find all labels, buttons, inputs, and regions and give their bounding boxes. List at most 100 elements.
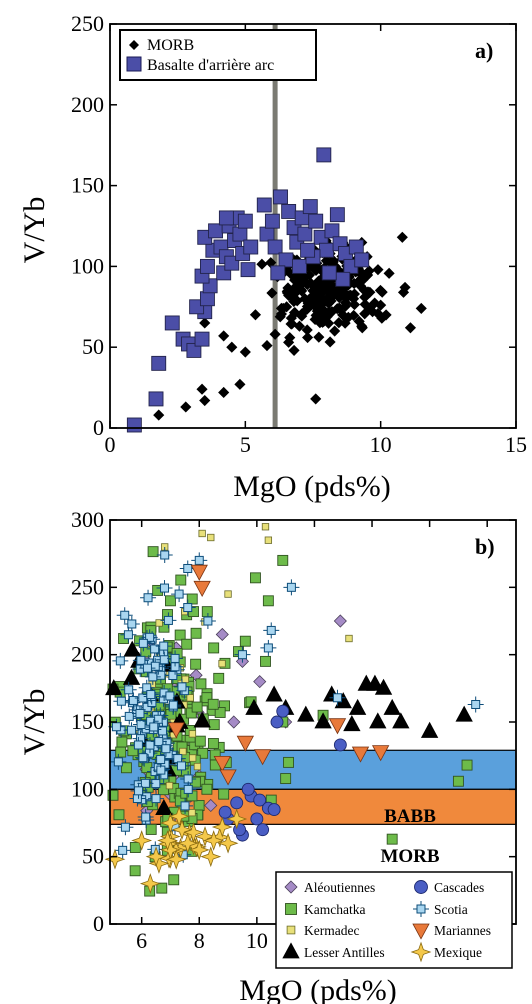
point-morb — [359, 298, 371, 310]
point-mariannes — [190, 564, 208, 581]
point-morb — [355, 280, 367, 292]
point-scotia — [113, 693, 130, 710]
point-mexique — [217, 832, 239, 854]
point-morb — [348, 309, 360, 322]
point-basalte-d-arriere-arc — [264, 213, 280, 229]
point-morb — [333, 317, 345, 329]
y-tick-label: 50 — [82, 334, 104, 359]
legend-marker-cascades — [414, 880, 428, 894]
point-morb — [291, 280, 303, 292]
point-kamchatka — [214, 707, 226, 718]
point-mexique — [188, 839, 210, 861]
point-scotia — [142, 686, 159, 703]
panel-a-legend: MORB Basalte d'arrière arc — [119, 29, 317, 81]
legend-label-mariannes: Mariannes — [434, 923, 491, 938]
legend-marker-lesser-antilles — [282, 942, 300, 959]
y-tick-label: 200 — [71, 642, 104, 667]
point-mexique — [200, 846, 222, 868]
point-lesser-antilles — [314, 712, 332, 729]
point-morb — [218, 330, 230, 342]
point-kamchatka — [190, 627, 202, 639]
point-kamchatka — [195, 678, 207, 690]
point-kamchatka — [209, 749, 221, 761]
point-lesser-antilles — [392, 712, 410, 729]
legend-label-lesser-antilles: Lesser Antilles — [304, 945, 385, 960]
point-basalte-d-arriere-arc — [308, 213, 324, 229]
point-basalte-d-arriere-arc — [259, 226, 275, 242]
point-morb — [199, 317, 211, 329]
point-morb — [283, 336, 295, 348]
point-morb — [396, 231, 408, 243]
legend-marker-mexique — [410, 941, 432, 963]
point-morb — [337, 309, 349, 321]
legend-marker-mariannes — [412, 923, 430, 940]
point-scotia — [177, 797, 194, 814]
point-scotia — [130, 736, 147, 753]
point-basalte-d-arriere-arc — [324, 223, 340, 239]
point-kamchatka — [129, 865, 141, 877]
point-scotia — [467, 696, 484, 713]
point-lesser-antilles — [123, 640, 141, 657]
point-morb — [285, 312, 297, 324]
point-morb — [348, 293, 360, 305]
point-mexique — [226, 808, 248, 830]
band-label-babb: BABB — [384, 806, 436, 827]
series-cascades — [218, 704, 347, 842]
legend-marker-kermadec — [286, 925, 296, 935]
x-tick-label: 15 — [505, 432, 527, 457]
x-tick-label: 6 — [136, 928, 147, 953]
point-basalte-d-arriere-arc — [240, 262, 256, 278]
point-basalte-d-arriere-arc — [292, 258, 307, 274]
legend-marker-morb — [129, 40, 139, 50]
point-kermadec — [261, 523, 270, 531]
point-scotia — [135, 635, 152, 652]
point-kamchatka — [239, 635, 251, 647]
point-scotia — [329, 689, 346, 706]
point-cascades — [241, 782, 255, 796]
point-basalte-d-arriere-arc — [354, 252, 370, 268]
point-kermadec — [264, 536, 273, 544]
point-kermadec — [165, 781, 174, 790]
point-morb — [285, 318, 297, 330]
point-basalte-d-arriere-arc — [194, 331, 210, 347]
legend-label-kamchatka: Kamchatka — [304, 902, 365, 917]
point-scotia — [114, 842, 131, 859]
series-scotia — [108, 547, 484, 863]
point-kermadec — [155, 619, 163, 627]
point-scotia — [179, 599, 196, 616]
point-kamchatka — [386, 833, 398, 845]
x-tick-label: 5 — [240, 432, 251, 457]
point-kamchatka — [260, 655, 271, 667]
point-basalte-d-arriere-arc — [164, 315, 180, 331]
point-kamchatka — [461, 759, 473, 771]
y-tick-label: 150 — [71, 709, 104, 734]
legend-label-kermadec: Kermadec — [304, 923, 359, 938]
point-morb — [199, 394, 211, 407]
point-lesser-antilles — [265, 685, 283, 702]
point-cascades — [253, 793, 267, 807]
point-kamchatka — [113, 809, 125, 821]
point-morb — [313, 298, 325, 310]
point-lesser-antilles — [366, 674, 384, 691]
point-kamchatka — [280, 773, 292, 785]
point-mexique — [145, 846, 167, 868]
point-kamchatka — [174, 629, 186, 641]
legend-label-mexique: Mexique — [434, 945, 482, 960]
point-scotia — [116, 607, 133, 624]
y-tick-label: 150 — [71, 173, 104, 198]
point-kamchatka — [168, 874, 180, 886]
point-scotia — [152, 751, 169, 768]
point-scotia — [110, 753, 127, 770]
series-mariannes — [167, 564, 390, 786]
point-scotia — [173, 757, 190, 774]
point-scotia — [121, 708, 138, 725]
point-kamchatka — [127, 745, 139, 757]
point-kamchatka — [201, 692, 213, 704]
y-tick-label: 100 — [71, 253, 104, 278]
point-basalte-d-arriere-arc — [199, 291, 215, 307]
point-kermadec — [179, 747, 187, 756]
point-scotia — [120, 681, 137, 698]
plot-frame — [109, 23, 517, 429]
point-lesser-antilles — [297, 705, 315, 722]
